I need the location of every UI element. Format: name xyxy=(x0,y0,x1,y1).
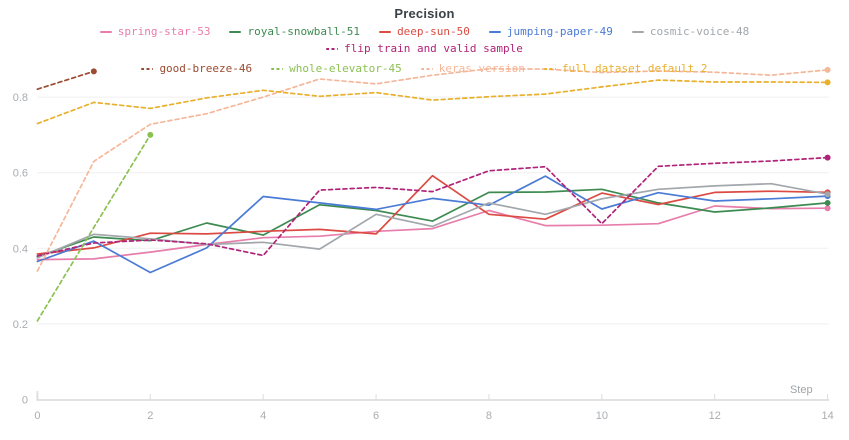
series-end-dot-full-dataset-default-2 xyxy=(824,79,831,86)
y-tick-label-0.6: 0.6 xyxy=(13,168,28,180)
legend-label: full dataset default 2 xyxy=(561,62,708,75)
series-line-deep-sun-50[interactable] xyxy=(36,174,829,255)
legend-item-good-breeze-46[interactable]: good-breeze-46 xyxy=(141,62,252,76)
chart-title: Precision xyxy=(394,6,455,21)
legend-item-spring-star-53[interactable]: spring-star-53 xyxy=(99,25,211,39)
series-end-dot-good-breeze-46 xyxy=(90,68,97,75)
series-line-royal-snowball-51[interactable] xyxy=(36,188,829,258)
legend-item-jumping-paper-49[interactable]: jumping-paper-49 xyxy=(488,25,613,39)
y-tick-label-0: 0 xyxy=(22,395,28,407)
x-tick-label-10: 10 xyxy=(596,410,608,422)
series-line-whole-elevator-45[interactable] xyxy=(36,134,152,322)
solid-line-swatch-icon xyxy=(99,30,112,34)
solid-line-swatch-icon xyxy=(379,30,392,34)
x-tick-label-8: 8 xyxy=(486,410,492,422)
y-tick-label-0.4: 0.4 xyxy=(13,243,28,255)
x-tick-label-12: 12 xyxy=(709,410,721,422)
x-axis-title: Step xyxy=(790,384,813,396)
series-line-good-breeze-46[interactable] xyxy=(36,70,95,91)
series-end-dot-flip-train-and-valid-sample xyxy=(824,154,831,161)
solid-line-swatch-icon xyxy=(488,30,501,34)
x-tick-label-6: 6 xyxy=(373,410,379,422)
legend-label: flip train and valid sample xyxy=(344,42,523,55)
legend-label: keras version xyxy=(438,62,525,75)
series-line-jumping-paper-49[interactable] xyxy=(36,175,829,274)
legend-label: whole-elevator-45 xyxy=(289,62,402,75)
series-end-dot-whole-elevator-45 xyxy=(147,131,154,138)
x-tick-label-0: 0 xyxy=(34,410,40,422)
solid-line-swatch-icon xyxy=(229,30,242,34)
legend-item-whole-elevator-45[interactable]: whole-elevator-45 xyxy=(271,62,402,76)
x-tick-label-4: 4 xyxy=(260,410,266,422)
legend-label: cosmic-voice-48 xyxy=(649,25,750,38)
legend: spring-star-53 royal-snowball-51 deep-sun-… xyxy=(14,25,835,76)
legend-label: deep-sun-50 xyxy=(397,25,470,38)
series-line-keras-version[interactable] xyxy=(36,67,829,272)
series-line-flip-train-and-valid-sample[interactable] xyxy=(36,156,829,257)
series-line-spring-star-53[interactable] xyxy=(36,205,829,261)
series-line-full-dataset-default-2[interactable] xyxy=(36,79,829,125)
solid-line-swatch-icon xyxy=(631,30,644,34)
legend-label: jumping-paper-49 xyxy=(506,25,613,38)
series-end-dot-keras-version xyxy=(824,66,831,73)
y-tick-label-0.2: 0.2 xyxy=(13,319,28,331)
legend-item-full-dataset-default-2[interactable]: full dataset default 2 xyxy=(543,62,708,76)
legend-item-cosmic-voice-48[interactable]: cosmic-voice-48 xyxy=(631,25,750,39)
series-end-dot-royal-snowball-51 xyxy=(824,199,831,206)
legend-item-deep-sun-50[interactable]: deep-sun-50 xyxy=(379,25,470,39)
dashed-line-swatch-icon xyxy=(543,67,556,71)
dashed-line-swatch-icon xyxy=(141,67,154,71)
dashed-line-swatch-icon xyxy=(420,67,433,71)
legend-item-royal-snowball-51[interactable]: royal-snowball-51 xyxy=(229,25,360,39)
legend-item-keras-version[interactable]: keras version xyxy=(420,62,525,76)
y-tick-label-0.8: 0.8 xyxy=(13,92,28,104)
legend-label: spring-star-53 xyxy=(117,25,211,38)
series-end-dot-spring-star-53 xyxy=(824,205,831,212)
dashed-line-swatch-icon xyxy=(326,47,339,51)
legend-item-flip-train-and-valid-sample[interactable]: flip train and valid sample xyxy=(326,42,523,56)
legend-label: good-breeze-46 xyxy=(159,62,253,75)
legend-label: royal-snowball-51 xyxy=(247,25,361,38)
series-end-dot-cosmic-voice-48 xyxy=(824,191,831,198)
x-tick-label-14: 14 xyxy=(821,410,833,422)
x-tick-label-2: 2 xyxy=(147,410,153,422)
dashed-line-swatch-icon xyxy=(271,67,284,71)
